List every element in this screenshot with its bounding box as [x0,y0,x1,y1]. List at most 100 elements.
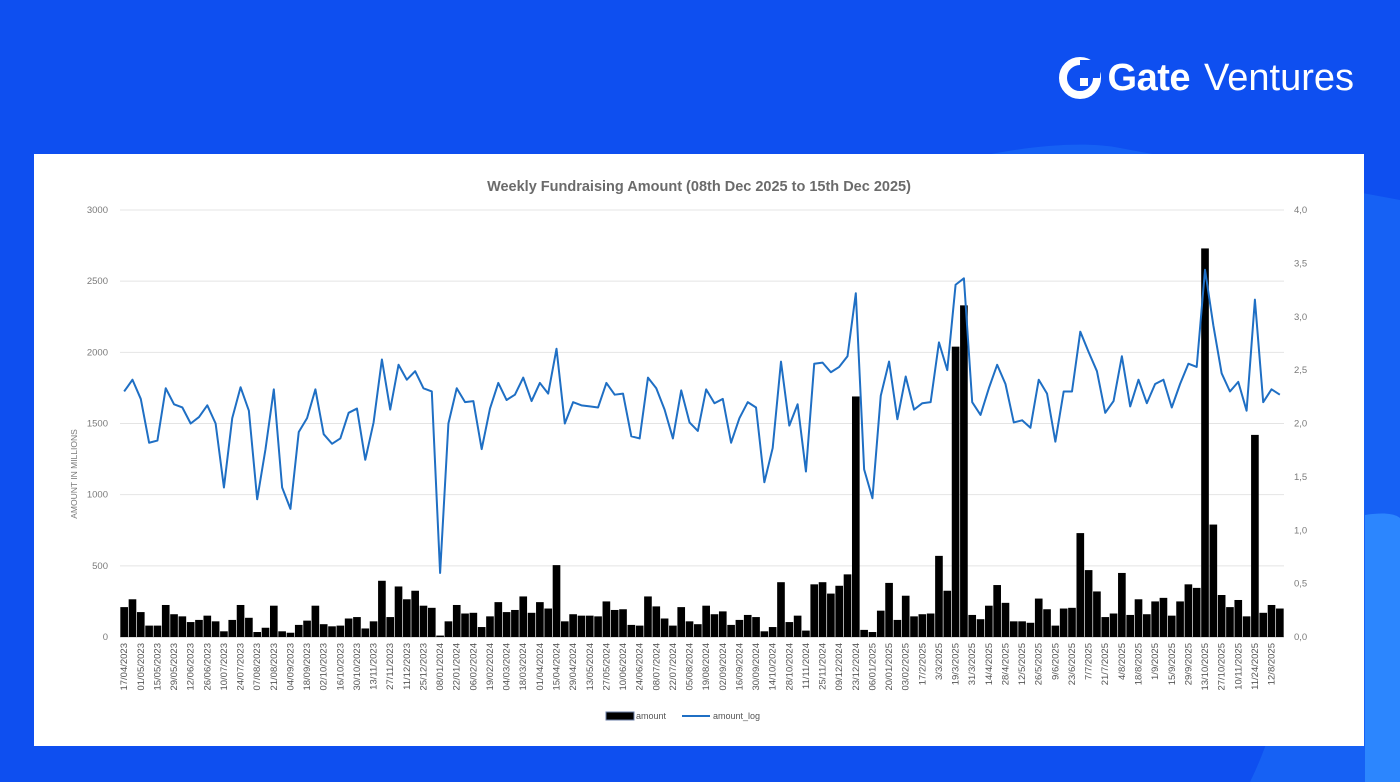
amount-bar [427,607,436,637]
amount-bar [145,625,153,637]
x-axis-tick-label: 27/11/2023 [385,643,396,690]
x-axis-tick-label: 30/09/2024 [751,643,762,691]
chart-card: Weekly Fundraising Amount (08th Dec 2025… [34,154,1364,746]
x-axis-tick-label: 26/06/2023 [202,643,213,691]
x-axis-tick-label: 19/3/2025 [951,643,962,685]
left-axis-tick-label: 1500 [87,419,108,430]
amount-bar [236,604,245,637]
amount-bar [1018,621,1026,637]
x-axis-tick-label: 11/12/2023 [402,643,413,690]
left-axis-tick-label: 1000 [87,490,108,501]
x-axis-tick-label: 05/08/2024 [685,643,696,691]
amount-bar [968,614,977,637]
chart-legend: amount amount_log [605,711,760,721]
amount-bar [560,621,569,637]
x-axis-tick-label: 22/07/2024 [668,643,679,691]
x-axis-tick-label: 18/09/2023 [302,643,313,691]
amount-bar [1176,601,1184,637]
amount-bar [1001,602,1010,637]
amount-bar [502,612,511,637]
right-axis-tick-label: 0,0 [1294,632,1307,643]
amount-bar [851,396,860,637]
amount-bar [1034,598,1043,637]
amount-bar [311,605,320,637]
x-axis-tick-label: 12/06/2023 [186,643,197,691]
amount-bar [1009,621,1018,637]
x-axis-tick-label: 13/11/2023 [369,643,380,690]
amount-bar [943,590,952,637]
amount-bar [477,627,486,637]
right-axis-tick-label: 2,5 [1294,365,1307,376]
x-axis-tick-label: 02/10/2023 [319,643,330,691]
amount-bar [785,622,794,637]
x-axis-tick-label: 01/04/2024 [535,643,546,691]
x-axis-tick-label: 04/03/2024 [502,643,513,691]
amount-bar [494,602,503,637]
x-axis-tick-label: 21/7/2025 [1100,643,1111,685]
amount-bar [344,618,353,637]
amount-bar [1126,614,1135,637]
amount-bar [203,615,212,637]
amount-bar [910,616,918,637]
right-axis-tick-label: 4,0 [1294,205,1307,216]
x-axis-tick-label: 13/05/2024 [585,643,596,691]
right-axis-tick-label: 3,5 [1294,258,1307,269]
x-axis-tick-label: 11/11/2024 [801,643,812,689]
amount-bar [585,615,594,637]
amount-bar [153,625,162,637]
amount-bar [835,585,844,637]
gridlines [120,209,1284,638]
amount-bar [228,619,237,637]
amount-bar [1234,599,1243,637]
amount-bar [951,346,960,637]
amount-bar [253,632,262,637]
left-axis-tick-label: 0 [103,632,108,643]
amount-bar [860,629,868,637]
amount-bar [793,615,802,637]
amount-bar [777,582,785,637]
x-axis-tick-label: 02/09/2024 [718,643,729,691]
amount-bar [602,601,611,637]
amount-bar [677,607,686,637]
amount-bar [286,632,295,637]
x-axis-tick-label: 16/10/2023 [335,643,346,691]
x-axis-tick-label: 01/05/2023 [136,643,147,691]
right-axis-ticks: 0,0 0,5 1,0 1,5 2,0 2,5 3,0 3,5 4,0 [1294,205,1307,643]
x-axis-tick-label: 26/5/2025 [1034,643,1045,685]
amount-bar [1201,248,1209,637]
amount-bar [336,625,345,637]
amount-bar [1142,614,1151,637]
amount-bar [1276,608,1284,637]
x-axis-tick-label: 10/06/2024 [618,643,629,691]
left-axis-ticks: 0 500 1000 1500 2000 2500 3000 [87,205,108,643]
x-axis-tick-label: 7/7/2025 [1084,643,1095,680]
x-axis-tick-label: 25/12/2023 [418,643,429,691]
amount-bar [893,619,902,637]
amount-bar [1251,434,1259,637]
amount-bar [685,621,694,637]
x-axis-tick-label: 09/12/2024 [834,643,845,691]
right-axis-tick-label: 0,5 [1294,579,1307,590]
x-axis-tick-label: 23/12/2024 [851,643,862,691]
amount-bar [386,617,395,637]
amount-bar [378,580,386,637]
amount-bar [1068,607,1076,637]
x-axis-tick-label: 24/07/2023 [236,643,247,691]
x-axis-tick-label: 15/05/2023 [152,643,163,691]
x-axis-tick-label: 21/08/2023 [269,643,280,691]
amount-bar [303,620,311,637]
legend-amount-swatch [605,711,635,721]
amount-bar [710,614,719,637]
x-axis-tick-label: 30/10/2023 [352,643,363,691]
amount-bar [669,625,677,637]
x-axis-tick-label: 13/10/2025 [1200,643,1211,691]
amount-bar [1093,591,1101,637]
x-axis-tick-label: 25/11/2024 [818,643,829,690]
x-axis-tick-label: 16/09/2024 [734,643,745,691]
amount-bar [519,596,528,637]
x-axis-tick-label: 19/02/2024 [485,643,496,691]
left-axis-tick-label: 3000 [87,205,108,216]
amount-bar [1151,601,1159,637]
x-axis-tick-label: 28/10/2024 [784,643,795,691]
amount-bar [461,613,469,637]
